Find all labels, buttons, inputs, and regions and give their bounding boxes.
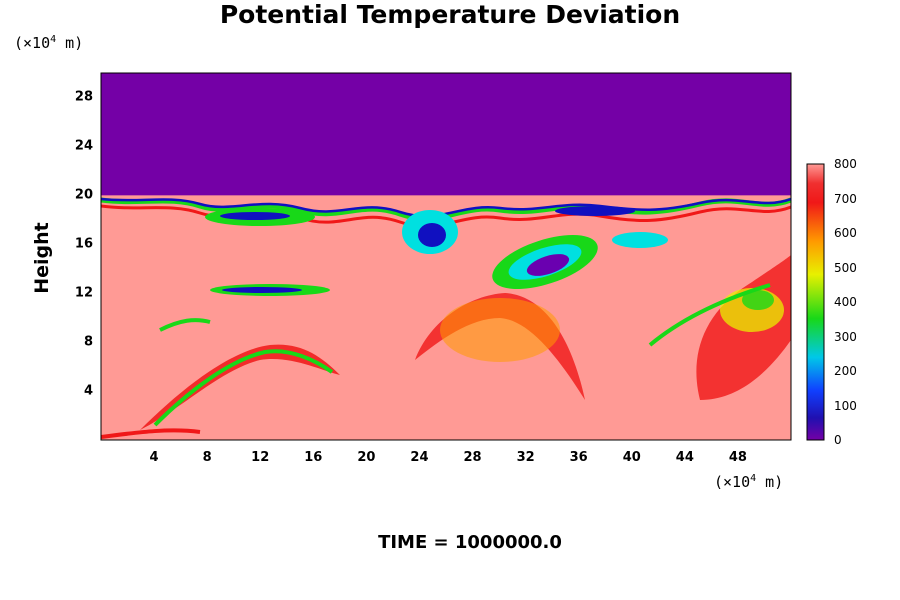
x-tick-label: 16 [304, 450, 323, 465]
x-tick-label: 48 [728, 450, 747, 465]
x-tick-label: 4 [149, 450, 159, 465]
colorbar-tick-label: 0 [834, 433, 842, 447]
colorbar [806, 163, 825, 441]
y-axis-unit: (×104 m) [14, 34, 84, 52]
x-tick-label: 8 [202, 450, 212, 465]
blob-right-top [555, 206, 635, 216]
x-tick-label: 44 [675, 450, 694, 465]
colorbar-tick-label: 400 [834, 295, 857, 309]
colorbar-tick-label: 100 [834, 398, 857, 413]
blob-right-patch [612, 232, 668, 248]
x-tick-label: 12 [251, 450, 270, 465]
colorbar-tick-label: 300 [834, 329, 857, 344]
y-tick-label: 28 [74, 89, 93, 105]
upper-layer-region [101, 73, 791, 196]
streak-left-lower [101, 428, 201, 439]
colorbar-tick-label: 800 [834, 157, 857, 171]
colorbar-tick-label: 200 [834, 364, 857, 378]
wave-right-green [742, 290, 774, 310]
x-tick-label: 20 [357, 450, 376, 465]
interface-band [101, 197, 791, 221]
colorbar-tick-label: 600 [834, 226, 857, 240]
wave-center-core [440, 298, 560, 362]
chart-title: Potential Temperature Deviation [219, 0, 681, 29]
wave-left-inner [153, 349, 334, 427]
y-tick-label: 16 [74, 236, 93, 252]
blob-mid-left-core [222, 287, 302, 293]
x-tick-label: 40 [622, 450, 641, 465]
x-tick-label: 28 [463, 450, 482, 465]
time-label: TIME = 1000000.0 [378, 532, 562, 553]
streak-right-upper [648, 283, 771, 347]
streak-left-upper [159, 318, 211, 332]
blob-upper-left-core [220, 212, 290, 220]
temperature-field [101, 73, 791, 440]
x-axis-unit: (×104 m) [714, 473, 784, 491]
y-tick-label: 4 [83, 383, 93, 399]
x-tick-label: 36 [569, 450, 588, 465]
plot-frame [100, 72, 792, 441]
interface-band-blue [101, 197, 791, 218]
x-tick-label: 32 [516, 450, 535, 465]
blob-center-right-core [526, 254, 570, 276]
x-tick-label: 24 [410, 450, 429, 465]
colorbar-tick-label: 700 [834, 191, 857, 206]
y-tick-label: 8 [83, 334, 93, 350]
y-tick-label: 20 [74, 187, 93, 203]
y-tick-label: 12 [74, 285, 93, 301]
blob-center-left-core [418, 223, 446, 247]
colorbar-tick-label: 500 [834, 260, 857, 275]
y-tick-label: 24 [74, 138, 93, 154]
